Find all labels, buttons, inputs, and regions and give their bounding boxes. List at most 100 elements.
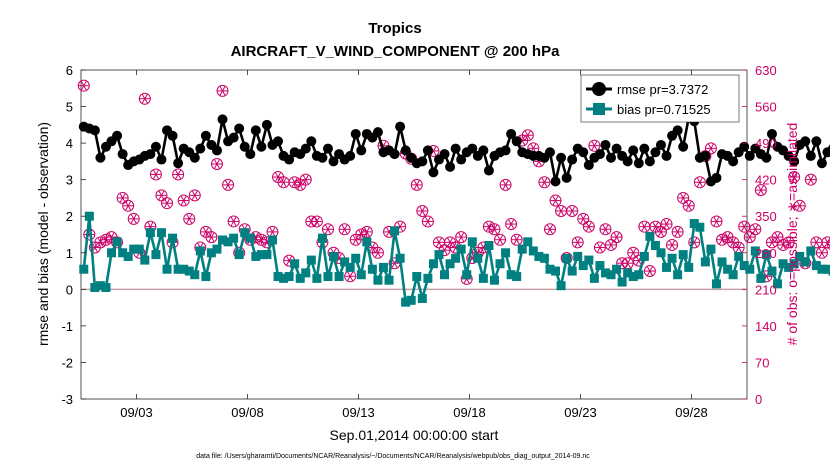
obs-possible-point — [494, 233, 507, 246]
obs-possible-point — [510, 233, 523, 246]
bias-point — [206, 248, 216, 258]
bias-point — [684, 262, 694, 272]
rmse-point — [744, 150, 755, 161]
bias-point — [129, 244, 139, 254]
obs-possible-point — [777, 238, 790, 251]
bias-point — [362, 237, 372, 247]
obs-assimilated-point — [489, 224, 500, 234]
bias-point — [395, 253, 405, 263]
obs-assimilated-point — [150, 169, 161, 180]
bias-point — [140, 255, 150, 265]
legend: rmse pr=3.7372 bias pr=0.71525 — [580, 74, 740, 123]
obs-possible-point — [421, 215, 434, 228]
bias-point — [584, 255, 594, 265]
rmse-series — [78, 112, 830, 187]
obs-possible-point — [210, 158, 223, 170]
bias-point — [667, 253, 677, 263]
obs-possible-point — [122, 199, 135, 212]
bias-point — [706, 244, 716, 254]
x-tick-label: 09/13 — [342, 405, 375, 420]
rmse-point — [189, 152, 200, 163]
bias-point — [467, 237, 477, 247]
obs-possible-point — [566, 205, 579, 217]
rmse-point — [811, 136, 822, 147]
obs-assimilated-point — [217, 86, 228, 96]
obs-assimilated-point — [322, 224, 333, 234]
obs-assimilated-point — [495, 235, 506, 245]
obs-assimilated-point — [417, 206, 428, 216]
rmse-point — [761, 152, 772, 163]
obs-possible-point — [693, 176, 706, 189]
rmse-point — [228, 132, 239, 143]
bias-point — [562, 253, 572, 263]
obs-assimilated-point — [755, 185, 766, 195]
obs-assimilated-point — [156, 190, 167, 200]
data-file-footer: data file: /Users/gharamti/Documents/NCA… — [196, 453, 590, 460]
bias-point — [184, 266, 194, 276]
obs-assimilated-point — [139, 94, 150, 104]
obs-possible-point — [205, 231, 218, 244]
obs-assimilated-point — [811, 237, 822, 247]
rmse-point — [544, 147, 555, 158]
obs-assimilated-point — [567, 206, 578, 216]
obs-assimilated-point — [589, 141, 600, 151]
obs-possible-point — [754, 184, 767, 197]
obs-possible-point — [582, 220, 595, 233]
bias-point — [489, 275, 499, 285]
rmse-point — [594, 149, 605, 160]
rmse-point — [284, 154, 295, 165]
obs-possible-point — [571, 236, 584, 249]
rmse-point — [328, 156, 339, 167]
bias-point — [284, 272, 294, 282]
obs-possible-point — [488, 223, 501, 236]
rmse-point — [200, 130, 211, 141]
bias-point — [495, 259, 505, 269]
bias-point — [334, 272, 344, 282]
obs-possible-point — [543, 223, 556, 236]
bias-point — [240, 228, 250, 238]
rmse-point — [173, 158, 184, 169]
rmse-point — [89, 125, 100, 136]
rmse-point — [445, 161, 456, 172]
bias-point — [523, 237, 533, 247]
bias-point — [279, 273, 289, 283]
bias-point — [750, 246, 760, 256]
obs-assimilated-point — [650, 222, 661, 232]
obs-possible-point — [599, 223, 612, 236]
bias-point — [773, 279, 783, 289]
rmse-point — [506, 128, 517, 139]
y-axis-label-right: # of obs: o=possible; ∗=assimilated — [784, 123, 800, 346]
obs-assimilated-point — [500, 180, 511, 190]
bias-point — [329, 251, 339, 261]
bias-point — [145, 228, 155, 238]
bias-point — [234, 250, 244, 260]
bias-point — [761, 250, 771, 260]
bias-point — [123, 251, 133, 261]
obs-possible-point — [804, 173, 817, 186]
obs-possible-point — [788, 171, 801, 184]
obs-assimilated-point — [223, 180, 234, 190]
obs-assimilated-point — [300, 175, 311, 185]
obs-possible-point — [643, 265, 656, 278]
obs-assimilated-point — [594, 242, 605, 253]
obs-assimilated-point — [295, 180, 306, 190]
bias-point — [606, 270, 616, 280]
bias-point — [390, 226, 400, 236]
obs-assimilated-point — [739, 222, 750, 232]
obs-possible-point — [177, 194, 190, 207]
bias-point — [600, 268, 610, 278]
bias-point — [567, 266, 577, 276]
x-axis: 09/03 09/08 09/13 09/18 09/23 09/28 — [120, 70, 708, 420]
obs-possible-point — [793, 199, 806, 212]
bias-point — [351, 253, 361, 263]
y-tick-label-left: -1 — [61, 319, 73, 334]
obs-possible-point — [410, 178, 423, 191]
obs-assimilated-point — [572, 237, 583, 247]
bias-point — [317, 233, 327, 243]
bias-point — [295, 273, 305, 283]
bias-point — [201, 272, 211, 282]
y-tick-label-left: 1 — [66, 246, 73, 261]
rmse-point — [467, 143, 478, 154]
bias-point — [212, 244, 222, 254]
bias-point — [728, 270, 738, 280]
